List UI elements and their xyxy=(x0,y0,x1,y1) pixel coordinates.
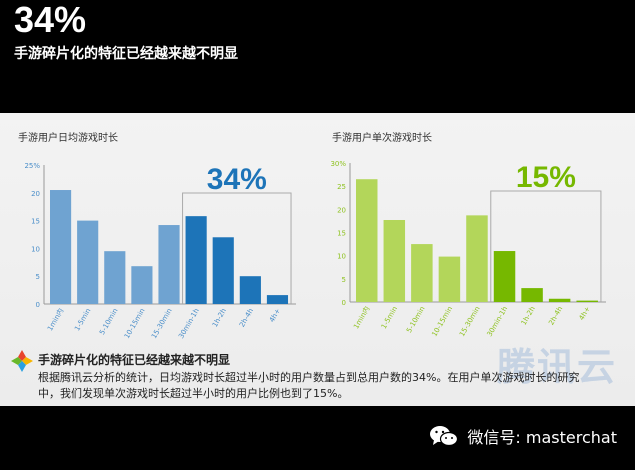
y-tick-label: 25 xyxy=(337,183,346,191)
note-body-line-1: 根据腾讯云分析的统计，日均游戏时长超过半小时的用户数量占到总用户数的34%。在用… xyxy=(38,371,580,384)
y-tick-label: 15 xyxy=(337,230,346,238)
bar-1min内 xyxy=(50,190,72,304)
highlight-bracket xyxy=(490,190,602,302)
chart-title: 手游用户日均游戏时长 xyxy=(18,131,118,144)
note-body-line-2: 中，我们发现单次游戏时长超过半小时的用户比例也到了15%。 xyxy=(38,387,349,400)
slide-panel: 手游用户日均游戏时长 0 5 10 15 20 25% 1min内 1-5min 5-10min 1… xyxy=(0,113,635,406)
highlight-bracket xyxy=(182,192,292,304)
headline-percent: 34% xyxy=(14,0,87,40)
x-tick-label: 4h+ xyxy=(578,305,592,322)
chart-title: 手游用户单次游戏时长 xyxy=(332,131,432,144)
bar-15-30min xyxy=(466,215,488,302)
footer-wechat: 微信号: masterchat xyxy=(429,424,617,448)
bar-5-10min xyxy=(104,251,126,304)
note-title: 手游碎片化的特征已经越来越不明显 xyxy=(38,353,231,367)
wechat-icon xyxy=(430,426,459,447)
bar-1-5min xyxy=(77,220,99,304)
bar-5-10min xyxy=(411,244,433,302)
bar-15-30min xyxy=(158,225,180,304)
x-tick-label: 1-5min xyxy=(380,305,399,330)
tencent-cloud-logo-icon xyxy=(11,350,33,372)
bar-1h-2h xyxy=(521,288,543,302)
bar-1-5min xyxy=(383,219,406,302)
bar-4h+ xyxy=(576,300,598,302)
tencent-cloud-watermark: 腾讯云 xyxy=(496,345,617,389)
bar-2h-4h xyxy=(548,298,571,302)
y-tick-label: 20 xyxy=(31,190,40,198)
bar-10-15min xyxy=(438,256,461,302)
callout-percent: 34% xyxy=(207,163,267,196)
y-tick-label: 15 xyxy=(31,218,40,226)
x-tick-label: 10-15min xyxy=(430,305,454,338)
x-tick-label: 2h-4h xyxy=(547,305,564,327)
x-tick-label: 1min内 xyxy=(351,305,371,331)
x-tick-label: 30min-1h xyxy=(486,305,510,338)
bar-10-15min xyxy=(131,266,153,304)
y-tick-label: 5 xyxy=(36,273,40,281)
callout-percent: 15% xyxy=(516,161,576,194)
footer-text: 微信号: masterchat xyxy=(467,428,617,447)
note-body: 根据腾讯云分析的统计，日均游戏时长超过半小时的用户数量占到总用户数的34%。在用… xyxy=(38,370,618,402)
page-headline: 手游碎片化的特征已经越来越不明显 xyxy=(14,46,238,62)
y-tick-label: 10 xyxy=(337,253,346,261)
y-tick-label: 5 xyxy=(342,276,346,284)
bar-4h+ xyxy=(266,295,289,304)
x-tick-label: 5-10min xyxy=(405,305,426,334)
bar-1h-2h xyxy=(212,237,234,304)
y-tick-label: 10 xyxy=(31,245,40,253)
x-tick-label: 1h-2h xyxy=(520,305,537,327)
y-tick-label: 0 xyxy=(342,299,346,307)
bar-30min-1h xyxy=(185,216,207,304)
bar-30min-1h xyxy=(493,251,516,302)
x-tick-label: 15-30min xyxy=(458,305,482,338)
y-tick-label: 25% xyxy=(24,162,40,170)
bar-1min内 xyxy=(356,179,378,302)
bar-2h-4h xyxy=(239,276,261,304)
y-tick-label: 30% xyxy=(330,160,346,168)
y-tick-label: 0 xyxy=(36,301,40,309)
y-tick-label: 20 xyxy=(337,206,346,214)
session-playtime-chart: 手游用户单次游戏时长 0 5 10 15 20 25 30% 1min内 1-5min 5-10mi… xyxy=(330,131,606,338)
